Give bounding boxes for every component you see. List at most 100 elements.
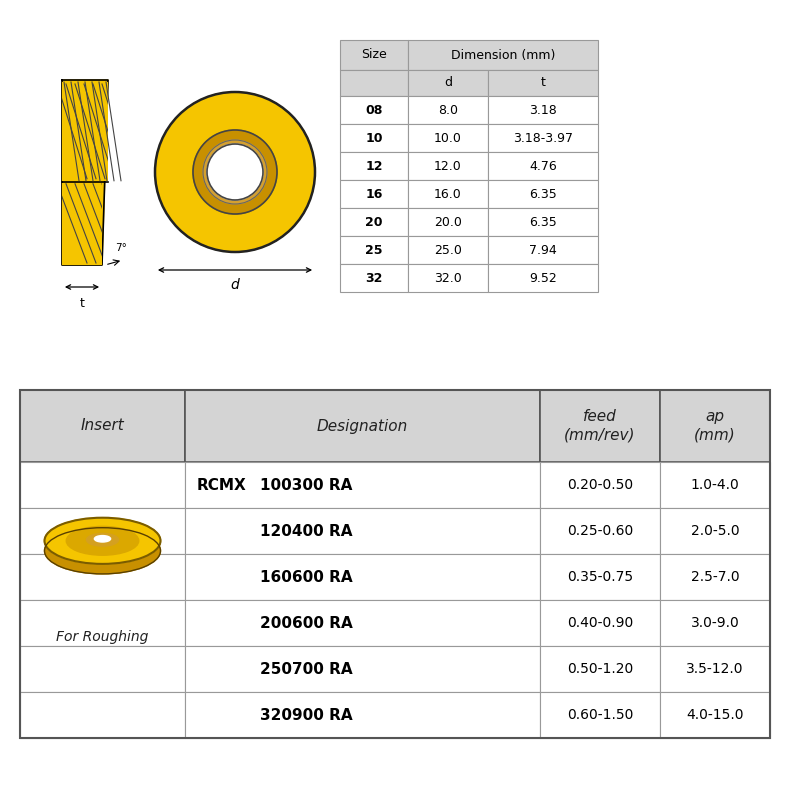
Text: ap
(mm): ap (mm): [694, 409, 736, 443]
Text: 4.0-15.0: 4.0-15.0: [686, 708, 744, 722]
Bar: [185, 508, 540, 554]
Bar: [20, 390, 185, 462]
Text: 0.50-1.20: 0.50-1.20: [567, 662, 633, 676]
Polygon shape: [62, 80, 108, 265]
Ellipse shape: [86, 534, 118, 546]
Bar: [20, 390, 770, 738]
Ellipse shape: [45, 518, 161, 564]
Text: 320900 RA: 320900 RA: [260, 707, 353, 722]
Bar: [488, 124, 598, 152]
Bar: [340, 152, 408, 180]
Bar: [408, 40, 598, 70]
Bar: [20, 508, 185, 554]
Bar: [408, 180, 488, 208]
Text: 32: 32: [366, 271, 382, 285]
Text: 08: 08: [366, 103, 382, 117]
Bar: [408, 96, 488, 124]
Bar: [340, 124, 408, 152]
Text: 3.18-3.97: 3.18-3.97: [513, 131, 573, 145]
Bar: [20, 600, 185, 646]
Bar: [340, 96, 408, 124]
Bar: [540, 390, 660, 462]
Bar: [185, 646, 540, 692]
Ellipse shape: [94, 535, 110, 542]
Text: 3.5-12.0: 3.5-12.0: [686, 662, 744, 676]
Text: 10.0: 10.0: [434, 131, 462, 145]
Bar: [185, 554, 540, 600]
Bar: [340, 40, 408, 70]
Circle shape: [155, 92, 315, 252]
Bar: [540, 462, 660, 508]
Bar: [660, 462, 770, 508]
Text: t: t: [541, 77, 546, 90]
Text: 2.5-7.0: 2.5-7.0: [690, 570, 739, 584]
Circle shape: [193, 130, 277, 214]
Text: 20.0: 20.0: [434, 215, 462, 229]
Bar: [660, 554, 770, 600]
Text: 7.94: 7.94: [529, 243, 557, 257]
Circle shape: [207, 144, 263, 200]
Bar: [20, 554, 185, 600]
Bar: [185, 390, 540, 462]
Text: 200600 RA: 200600 RA: [260, 615, 353, 630]
Text: 16.0: 16.0: [434, 187, 462, 201]
Text: 100300 RA: 100300 RA: [260, 478, 352, 493]
Text: 10: 10: [366, 131, 382, 145]
Text: 8.0: 8.0: [438, 103, 458, 117]
Bar: [20, 692, 185, 738]
Bar: [340, 236, 408, 264]
Text: feed
(mm/rev): feed (mm/rev): [564, 409, 636, 443]
Circle shape: [203, 140, 267, 204]
Bar: [340, 208, 408, 236]
Text: 3.18: 3.18: [529, 103, 557, 117]
Text: 0.35-0.75: 0.35-0.75: [567, 570, 633, 584]
Bar: [185, 692, 540, 738]
Text: 4.76: 4.76: [529, 159, 557, 173]
Bar: [488, 180, 598, 208]
Bar: [408, 152, 488, 180]
Text: 250700 RA: 250700 RA: [260, 662, 353, 677]
Text: 0.25-0.60: 0.25-0.60: [567, 524, 633, 538]
Bar: [660, 600, 770, 646]
Text: d: d: [444, 77, 452, 90]
Text: Insert: Insert: [81, 418, 124, 434]
Bar: [540, 692, 660, 738]
Bar: [408, 208, 488, 236]
Bar: [340, 264, 408, 292]
Text: 12.0: 12.0: [434, 159, 462, 173]
Bar: [540, 554, 660, 600]
Text: 6.35: 6.35: [529, 187, 557, 201]
Text: 160600 RA: 160600 RA: [260, 570, 353, 585]
Text: 16: 16: [366, 187, 382, 201]
Text: 25.0: 25.0: [434, 243, 462, 257]
Polygon shape: [62, 82, 108, 181]
Text: 1.0-4.0: 1.0-4.0: [690, 478, 739, 492]
Bar: [20, 646, 185, 692]
Text: Size: Size: [361, 49, 387, 62]
Text: d: d: [230, 278, 239, 292]
Bar: [408, 70, 488, 96]
Text: 25: 25: [366, 243, 382, 257]
Text: 0.60-1.50: 0.60-1.50: [567, 708, 633, 722]
Text: Designation: Designation: [317, 418, 408, 434]
Ellipse shape: [66, 526, 138, 555]
Text: 6.35: 6.35: [529, 215, 557, 229]
Bar: [540, 508, 660, 554]
Bar: [488, 208, 598, 236]
Bar: [660, 646, 770, 692]
Bar: [408, 264, 488, 292]
Text: RCMX: RCMX: [197, 478, 246, 493]
Text: 3.0-9.0: 3.0-9.0: [690, 616, 739, 630]
Bar: [20, 462, 185, 508]
Text: 0.20-0.50: 0.20-0.50: [567, 478, 633, 492]
Bar: [340, 180, 408, 208]
Text: 120400 RA: 120400 RA: [260, 523, 353, 538]
Text: 32.0: 32.0: [434, 271, 462, 285]
Text: t: t: [79, 297, 85, 310]
Text: 2.0-5.0: 2.0-5.0: [690, 524, 739, 538]
Text: 0.40-0.90: 0.40-0.90: [567, 616, 633, 630]
Text: 12: 12: [366, 159, 382, 173]
Bar: [408, 236, 488, 264]
Bar: [488, 70, 598, 96]
Bar: [488, 96, 598, 124]
